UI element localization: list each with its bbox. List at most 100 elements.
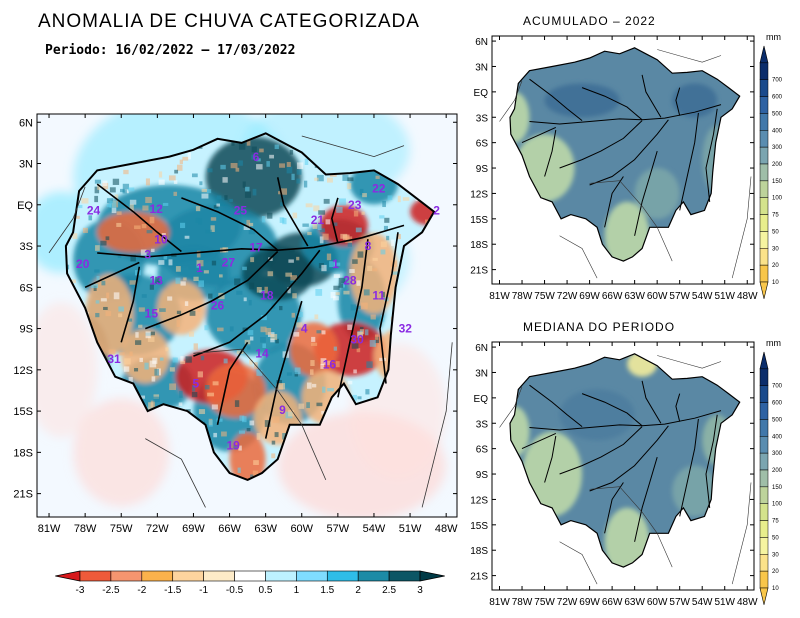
speckle bbox=[321, 468, 326, 475]
speckle bbox=[94, 195, 99, 203]
speckle bbox=[176, 486, 181, 490]
bottom-colorbar-arrow-bottom bbox=[759, 587, 769, 605]
speckle bbox=[209, 459, 216, 467]
speckle bbox=[286, 166, 293, 174]
speckle bbox=[353, 369, 357, 374]
precip-patch bbox=[510, 91, 530, 143]
speckle bbox=[274, 432, 279, 438]
speckle bbox=[379, 357, 386, 361]
speckle bbox=[249, 336, 254, 341]
basin-number: 28 bbox=[343, 274, 357, 288]
top-colorbar-segment bbox=[759, 146, 769, 165]
speckle bbox=[422, 425, 429, 430]
speckle bbox=[264, 286, 268, 294]
speckle bbox=[276, 380, 283, 385]
speckle bbox=[443, 289, 450, 294]
speckle bbox=[349, 269, 355, 273]
speckle bbox=[74, 334, 78, 340]
main-lat-label: 3N bbox=[19, 159, 33, 171]
speckle bbox=[149, 138, 156, 143]
speckle bbox=[383, 297, 389, 302]
speckle bbox=[391, 239, 395, 247]
basin-number: 18 bbox=[260, 289, 274, 303]
speckle bbox=[69, 328, 76, 335]
speckle bbox=[184, 463, 188, 468]
speckle bbox=[155, 276, 160, 284]
speckle bbox=[182, 156, 189, 161]
speckle bbox=[200, 355, 205, 361]
bottom-colorbar-label: 500 bbox=[772, 417, 783, 423]
speckle bbox=[233, 445, 238, 450]
basin-number: 25 bbox=[234, 203, 248, 217]
speckle bbox=[320, 358, 327, 365]
speckle bbox=[145, 332, 152, 336]
speckle bbox=[131, 440, 138, 445]
top-colorbar-segment bbox=[759, 264, 769, 283]
speckle bbox=[208, 419, 213, 427]
speckle bbox=[134, 225, 141, 230]
speckle bbox=[189, 468, 194, 476]
speckle bbox=[296, 471, 302, 476]
speckle bbox=[117, 461, 122, 468]
speckle bbox=[171, 488, 178, 492]
speckle bbox=[129, 280, 136, 285]
speckle bbox=[256, 433, 261, 440]
speckle bbox=[397, 287, 401, 295]
speckle bbox=[396, 233, 401, 240]
top-colorbar-segment bbox=[759, 231, 769, 249]
speckle bbox=[125, 189, 129, 194]
speckle bbox=[440, 149, 447, 155]
speckle bbox=[72, 233, 78, 239]
river-line bbox=[529, 384, 583, 427]
speckle bbox=[218, 292, 225, 300]
speckle bbox=[384, 217, 390, 223]
speckle bbox=[234, 278, 241, 286]
speckle bbox=[128, 318, 133, 322]
speckle bbox=[390, 260, 398, 267]
speckle bbox=[345, 438, 351, 445]
speckle bbox=[272, 416, 280, 423]
speckle bbox=[159, 308, 166, 312]
speckle bbox=[229, 326, 234, 332]
speckle bbox=[380, 315, 385, 322]
speckle bbox=[392, 472, 397, 479]
speckle bbox=[204, 385, 210, 390]
speckle bbox=[259, 148, 264, 153]
top-lon-label: 60W bbox=[647, 291, 668, 302]
speckle bbox=[213, 205, 219, 209]
speckle bbox=[180, 281, 186, 286]
speckle bbox=[239, 415, 245, 421]
speckle bbox=[163, 255, 168, 260]
speckle bbox=[151, 376, 156, 382]
speckle bbox=[320, 363, 325, 369]
speckle bbox=[116, 222, 122, 227]
speckle bbox=[199, 490, 205, 494]
speckle bbox=[267, 271, 274, 277]
speckle bbox=[222, 177, 228, 183]
map-background bbox=[492, 36, 754, 284]
speckle bbox=[425, 361, 429, 365]
wash-area bbox=[73, 398, 170, 507]
speckle bbox=[230, 162, 238, 169]
speckle bbox=[196, 477, 203, 480]
speckle bbox=[334, 262, 341, 266]
basin-number: 9 bbox=[279, 403, 286, 417]
speckle bbox=[296, 162, 304, 170]
speckle bbox=[321, 264, 327, 272]
speckle bbox=[140, 249, 147, 256]
speckle bbox=[333, 274, 340, 278]
speckle bbox=[402, 197, 410, 201]
speckle bbox=[260, 336, 266, 343]
basin-number: 17 bbox=[249, 241, 263, 255]
speckle bbox=[257, 493, 261, 499]
speckle bbox=[182, 140, 188, 147]
speckle bbox=[175, 266, 181, 272]
speckle bbox=[366, 141, 373, 147]
speckle bbox=[311, 383, 317, 388]
speckle bbox=[360, 302, 368, 310]
speckle bbox=[408, 385, 416, 393]
speckle bbox=[363, 289, 370, 296]
speckle bbox=[246, 139, 251, 146]
speckle bbox=[286, 372, 292, 376]
basin-number: 6 bbox=[253, 150, 260, 164]
